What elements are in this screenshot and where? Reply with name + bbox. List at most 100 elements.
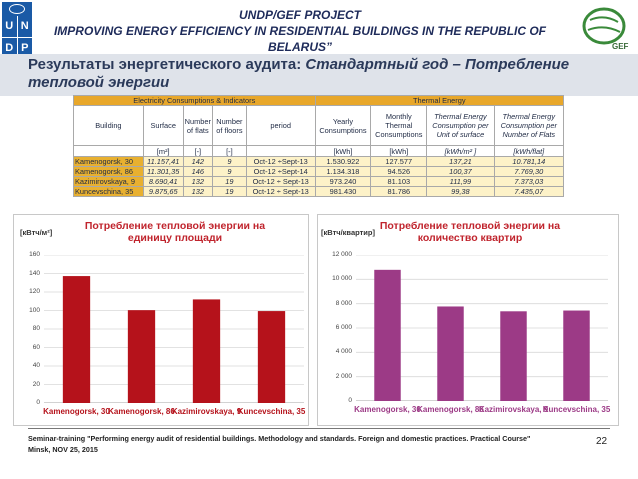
x-category-label: Kazimirovskaya, 9	[171, 407, 242, 416]
table-cell: Oct-12 ÷ Sept-13	[245, 186, 316, 197]
table-cell: 142	[182, 156, 213, 167]
page-number: 22	[596, 436, 608, 447]
chart-bar	[192, 299, 221, 403]
table-unit: [kWh/m² ]	[426, 145, 495, 157]
table-cell: Kamenogorsk, 86	[73, 166, 144, 177]
chart-bar	[62, 276, 91, 403]
table-cell: 1.530.922	[314, 156, 372, 167]
table-cell: 8.690,41	[142, 176, 184, 187]
table-group-left: Electricity Consumptions & Indicators	[73, 95, 316, 106]
table-row: Kazimirovskaya, 9 8.690,41 132 19 Oct-12…	[73, 176, 565, 187]
table-cell: 973.240	[314, 176, 372, 187]
energy-table: Electricity Consumptions & Indicators Th…	[73, 95, 565, 197]
table-header: Surface	[142, 105, 184, 146]
table-header: Thermal Energy Consumption per Unit of s…	[426, 105, 495, 146]
footer: Seminar-training "Performing energy audi…	[28, 433, 568, 455]
table-row: Kuncevschina, 35 9.875,65 132 19 Oct-12 …	[73, 186, 565, 197]
project-title-line1: UNDP/GEF PROJECT	[238, 8, 361, 22]
chart-title: Потребление тепловой энергии на единицу …	[84, 220, 266, 244]
chart-plot-area	[44, 255, 304, 403]
x-category-label: Kamenogorsk, 30	[354, 405, 421, 414]
footer-divider	[28, 428, 610, 429]
table-cell: 11.301,35	[142, 166, 184, 177]
table-cell: 137,21	[426, 156, 495, 167]
table-cell: 7.435,07	[493, 186, 565, 197]
chart-bar	[127, 310, 156, 403]
table-cell: 9	[211, 166, 247, 177]
y-tick-label: 0	[348, 397, 352, 404]
table-header: Number of floors	[211, 105, 247, 146]
table-cell: 10.781,14	[493, 156, 565, 167]
table-cell: Oct-12 ÷Sept-13	[245, 156, 316, 167]
table-unit: [-]	[182, 145, 213, 157]
chart-bar	[563, 310, 590, 401]
table-cell: 132	[182, 176, 213, 187]
y-tick-label: 40	[32, 362, 40, 369]
table-cell: 94.526	[370, 166, 428, 177]
table-cell: 7.373,03	[493, 176, 565, 187]
y-tick-label: 60	[32, 343, 40, 351]
table-unit: [m²]	[142, 145, 184, 157]
y-tick-label: 80	[32, 325, 40, 332]
chart-bar	[374, 269, 401, 401]
y-tick-label: 160	[29, 251, 40, 258]
table-cell: 19	[211, 176, 247, 187]
y-tick-label: 140	[29, 269, 40, 277]
table-row: Kamenogorsk, 30 11.157,41 142 9 Oct-12 ÷…	[73, 156, 565, 167]
x-category-label: Kazimirovskaya, 9	[478, 405, 549, 414]
x-category-label: Kuncevschina, 35	[542, 405, 611, 414]
chart-bar	[257, 311, 286, 403]
chart-plot-area	[356, 255, 608, 401]
table-header: Number of flats	[182, 105, 213, 146]
undp-logo: U N D P	[2, 2, 32, 58]
table-unit: [kWh/flat]	[493, 145, 565, 157]
project-title-line2: IMPROVING ENERGY EFFICIENCY IN RESIDENTI…	[53, 24, 547, 54]
project-title: UNDP/GEF PROJECT IMPROVING ENERGY EFFICI…	[40, 7, 560, 55]
y-tick-label: 0	[36, 399, 40, 406]
table-unit	[73, 145, 144, 157]
y-tick-label: 20	[32, 380, 40, 388]
table-cell: 981.430	[314, 186, 372, 197]
y-tick-label: 100	[29, 306, 40, 314]
table-unit	[245, 145, 316, 157]
gef-label: GEF	[612, 42, 629, 51]
table-header: Yearly Consumptions	[314, 105, 372, 146]
table-unit: [kWh]	[314, 145, 372, 157]
table-cell: Kuncevschina, 35	[73, 186, 144, 197]
table-cell: 19	[211, 186, 247, 197]
table-cell: 7.769,30	[493, 166, 565, 177]
un-emblem-icon	[9, 4, 25, 14]
table-cell: 99,38	[426, 186, 495, 197]
table-cell: 9.875,65	[142, 186, 184, 197]
table-header: Thermal Energy Consumption per Number of…	[493, 105, 565, 146]
logo-letter: P	[17, 37, 32, 58]
table-cell: 81.786	[370, 186, 428, 197]
table-cell: 11.157,41	[142, 156, 184, 167]
slide-title-normal: Результаты энергетического аудита:	[28, 56, 306, 73]
x-category-label: Kuncevschina, 35	[237, 407, 306, 416]
chart-bar	[437, 306, 464, 401]
x-category-label: Kamenogorsk, 86	[108, 407, 175, 416]
table-cell: 9	[211, 156, 247, 167]
table-header: period	[245, 105, 316, 146]
chart-y-unit: [кВтч/квартир]	[321, 228, 375, 237]
table-cell: Kazimirovskaya, 9	[73, 176, 144, 187]
table-header: Monthly Thermal Consumptions	[370, 105, 428, 146]
table-unit: [-]	[211, 145, 247, 157]
table-cell: 127.577	[370, 156, 428, 167]
gef-logo: GEF	[582, 7, 629, 51]
table-cell: Oct-12 ÷Sept-14	[245, 166, 316, 177]
table-header: Building	[73, 105, 144, 146]
slide-title: Результаты энергетического аудита: Станд…	[28, 56, 628, 92]
logo-letter: N	[17, 16, 32, 37]
table-cell: 1.134.318	[314, 166, 372, 177]
chart-title: Потребление тепловой энергии на количест…	[379, 220, 561, 244]
chart-y-unit: [кВтч/м²]	[20, 228, 53, 237]
table-group-right: Thermal Energy	[314, 95, 565, 106]
logo-letter: D	[2, 37, 17, 58]
table-cell: 146	[182, 166, 213, 177]
y-tick-label: 8 000	[335, 299, 352, 307]
table-row: Kamenogorsk, 86 11.301,35 146 9 Oct-12 ÷…	[73, 166, 565, 177]
y-tick-label: 6 000	[335, 324, 352, 331]
footer-seminar: Seminar-training "Performing energy audi…	[28, 434, 531, 443]
